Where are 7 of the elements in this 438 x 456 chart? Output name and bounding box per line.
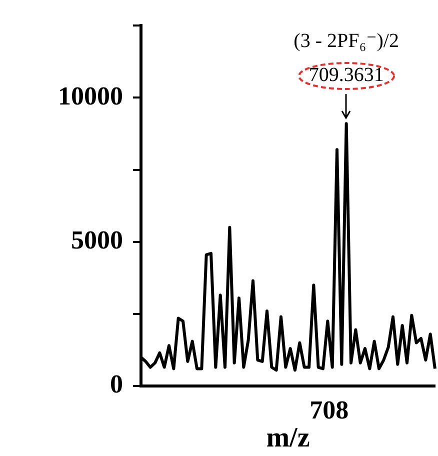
x-axis-title: m/z [266,422,310,454]
text: 708 [310,396,349,425]
annotation: 709.3631 [308,64,384,86]
annotation: (3 - 2PF₆⁻)/2 [294,30,399,52]
y-tick-label: 5000 [71,226,123,255]
y-tick-label: 10000 [58,81,123,110]
y-tick-label: 0 [110,370,123,399]
